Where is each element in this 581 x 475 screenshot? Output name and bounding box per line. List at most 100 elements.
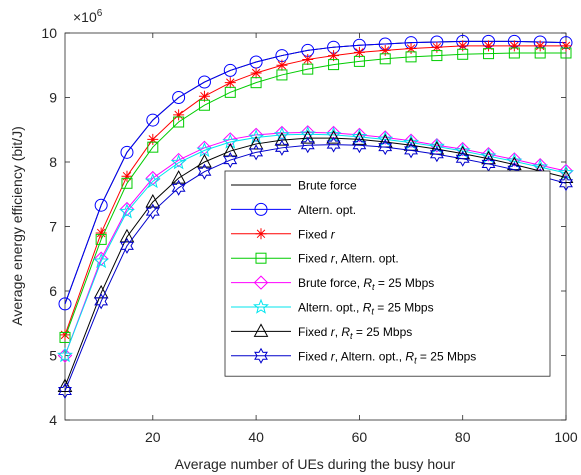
legend-label-part: r [331, 252, 336, 266]
data-point-asterisk [353, 46, 365, 58]
legend-label-part: R [363, 276, 372, 290]
data-point-square [302, 63, 314, 75]
data-point-hexagram [404, 142, 418, 159]
data-point-asterisk [328, 50, 340, 62]
legend-label: Altern. opt. [298, 203, 356, 217]
data-point-asterisk [534, 40, 546, 52]
legend-entry: Fixed r, Rt = 25 Mbps [231, 323, 413, 341]
data-point-asterisk [302, 53, 314, 65]
y-tick-label: 7 [49, 219, 57, 235]
data-point-diamond [352, 127, 367, 143]
data-point-asterisk [250, 67, 262, 79]
y-tick-label: 10 [41, 25, 57, 41]
data-point-diamond [274, 125, 290, 141]
legend-label-part: t [414, 355, 417, 365]
data-point-diamond [455, 141, 470, 157]
data-point-diamond [481, 147, 496, 162]
legend-label: Fixed r, Altern. opt. [298, 252, 399, 266]
data-point-circle [197, 75, 211, 89]
data-point-hexagram [58, 382, 72, 399]
series-5 [57, 125, 574, 363]
data-point-circle [120, 145, 134, 159]
legend-entry: Fixed r, Altern. opt. [231, 252, 399, 266]
data-point-asterisk [95, 227, 107, 239]
data-point-hexagram [197, 163, 212, 180]
data-point-triangle [57, 378, 73, 392]
data-point-asterisk [276, 59, 288, 71]
legend-label-part: r [331, 325, 336, 339]
y-multiplier-base: ×10 [73, 9, 97, 25]
data-point-star [118, 203, 135, 219]
series-4 [59, 47, 572, 343]
data-point-square [457, 48, 469, 60]
legend-label-part: t [371, 307, 374, 317]
data-point-square [328, 59, 340, 71]
data-point-asterisk [508, 40, 520, 52]
x-axis-title: Average number of UEs during the busy ho… [175, 456, 456, 472]
legend-marker [253, 275, 269, 290]
data-point-asterisk [224, 77, 236, 89]
data-point-circle [58, 297, 72, 311]
x-tick-label: 80 [455, 429, 471, 445]
data-point-diamond [326, 125, 341, 141]
series-6 [57, 125, 574, 363]
legend-label-part: , Altern. opt. [335, 252, 399, 266]
data-point-hexagram [145, 203, 160, 220]
data-point-square [121, 177, 133, 189]
data-point-hexagram [326, 136, 341, 153]
data-point-circle [172, 91, 186, 104]
data-point-square [353, 55, 365, 67]
data-point-triangle [93, 284, 109, 299]
legend-entry: Fixed r [231, 227, 336, 241]
series-3 [59, 40, 572, 341]
data-point-asterisk [147, 133, 159, 145]
data-point-hexagram [378, 139, 393, 156]
data-point-star [144, 172, 161, 189]
data-point-circle [223, 63, 237, 77]
legend-label-part: = 25 Mbps [353, 325, 413, 339]
legend-label-part: = 25 Mbps [417, 349, 477, 363]
legend-label-part: Fixed [298, 349, 331, 363]
data-point-star [93, 252, 110, 269]
data-point-triangle [197, 153, 212, 168]
data-point-star [273, 126, 290, 142]
legend-label-part: = 25 Mbps [375, 276, 435, 290]
legend-marker [254, 202, 268, 216]
legend-label-part: , [335, 325, 342, 339]
data-point-asterisk [198, 90, 210, 102]
legend-label: Fixed r, Altern. opt., Rt = 25 Mbps [298, 349, 476, 365]
legend-label-part: R [341, 325, 350, 339]
data-point-diamond [248, 127, 264, 143]
data-point-star [248, 129, 265, 145]
data-point-square [483, 48, 495, 60]
data-point-square [147, 141, 159, 153]
data-point-diamond [171, 152, 186, 168]
data-point-diamond [223, 132, 238, 147]
data-point-triangle [248, 135, 264, 150]
y-axis-title: Average energy efficiency (bit/J) [9, 126, 25, 325]
legend-label-part: r [331, 227, 336, 241]
data-point-hexagram [559, 175, 573, 192]
data-point-square [250, 77, 262, 89]
data-point-square [534, 47, 546, 59]
data-point-diamond [507, 152, 522, 167]
y-tick-label: 8 [49, 154, 57, 170]
legend-entry: Brute force [231, 179, 357, 193]
data-point-triangle [119, 228, 135, 243]
data-point-square [224, 86, 236, 98]
data-point-circle [94, 198, 108, 212]
data-point-square [95, 233, 107, 245]
y-multiplier-exponent: 6 [97, 8, 103, 19]
legend-label-part: = 25 Mbps [374, 301, 434, 315]
legend-label: Brute force, Rt = 25 Mbps [298, 276, 434, 292]
series-7 [57, 130, 574, 392]
data-point-diamond [93, 251, 109, 266]
legend-box [224, 170, 551, 377]
data-point-triangle [352, 131, 367, 145]
data-point-square [560, 47, 572, 59]
data-point-asterisk [379, 44, 391, 56]
legend-label: Brute force [298, 179, 357, 193]
data-point-hexagram [94, 293, 109, 310]
legend-label-part: Brute force [298, 179, 357, 193]
